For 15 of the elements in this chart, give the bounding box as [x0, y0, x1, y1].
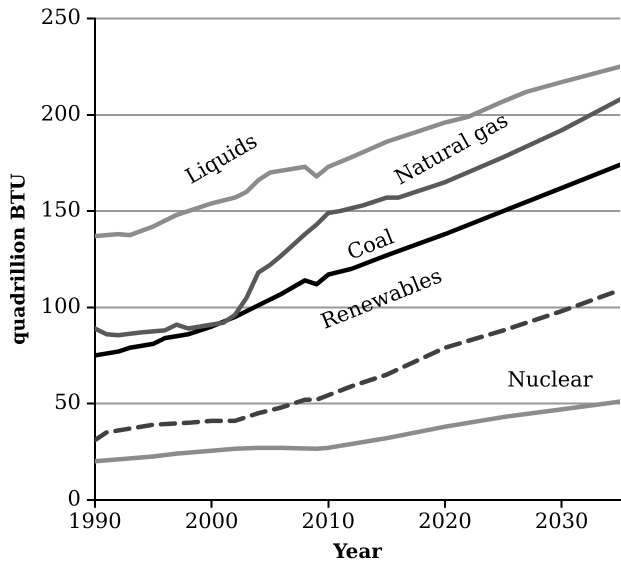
- y-axis-title: quadrillion BTU: [7, 173, 30, 345]
- y-tick-label: 100: [40, 294, 81, 318]
- y-tick-label: 50: [54, 390, 81, 414]
- text: Coal: [344, 224, 398, 265]
- x-tick-label: 2010: [302, 508, 355, 533]
- x-tick-label: 1990: [68, 508, 122, 533]
- y-tick-label: 200: [40, 101, 81, 126]
- series-label: Nuclear: [507, 367, 594, 392]
- x-tick-label: 2000: [184, 508, 238, 533]
- x-tick-label: 2020: [418, 508, 472, 533]
- y-tick-label: 0: [68, 486, 81, 510]
- x-axis-title: Year: [332, 539, 382, 564]
- x-tick-label: 2030: [534, 508, 588, 533]
- y-tick-label: 150: [40, 198, 81, 222]
- y-tick-label: 250: [40, 5, 81, 30]
